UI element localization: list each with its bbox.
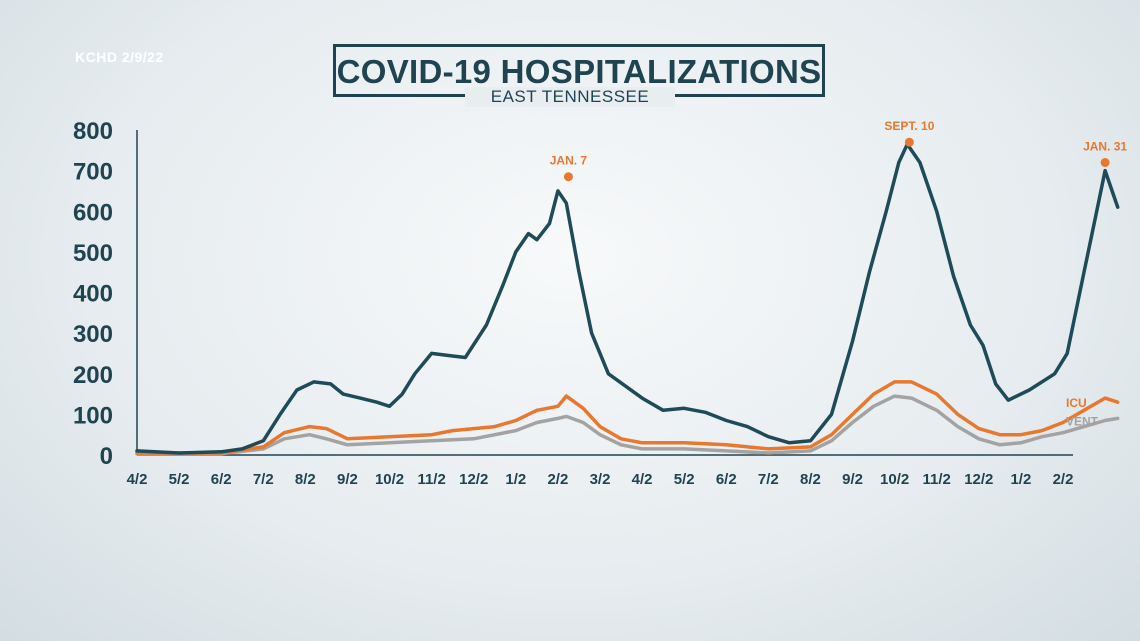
peak-label: JAN. 31 [1083,140,1127,154]
x-tick-label: 10/2 [375,471,404,488]
series-line-icu [135,380,1120,455]
x-tick-label: 8/2 [800,471,821,488]
x-tick-label: 4/2 [127,471,148,488]
y-tick-label: 700 [73,159,113,186]
x-tick-label: 12/2 [964,471,993,488]
y-tick-label: 800 [73,118,113,145]
y-tick-label: 200 [73,362,113,389]
series-label: VENT [1066,414,1099,428]
x-tick-label: 11/2 [417,471,445,488]
y-tick-label: 300 [73,321,113,348]
series-line-vent [135,394,1120,456]
x-tick-label: 12/2 [459,471,488,488]
x-tick-label: 2/2 [547,471,568,488]
x-tick-label: 9/2 [337,471,358,488]
x-tick-label: 1/2 [1010,471,1031,488]
x-tick-label: 5/2 [674,471,695,488]
x-tick-label: 7/2 [253,471,274,488]
peak-label: SEPT. 10 [884,119,934,133]
chart-axes: 0 100 200 300 400 500 600 700 800 4/2 5/2 6/2 7/2 8/2… [73,118,1073,488]
x-tick-label: 2/2 [1053,471,1074,488]
y-tick-label: 500 [73,240,113,267]
y-tick-label: 600 [73,199,113,226]
x-tick-label: 8/2 [295,471,316,488]
x-tick-label: 4/2 [632,471,653,488]
chart-title: COVID-19 HOSPITALIZATIONS [336,53,822,90]
y-tick-label: 0 [100,443,113,470]
x-tick-label: 1/2 [505,471,526,488]
series-label: ICU [1066,396,1087,410]
peak-marker [904,137,914,147]
x-tick-label: 6/2 [716,471,737,488]
x-tick-label: 5/2 [169,471,190,488]
chart-subtitle: EAST TENNESSEE [465,87,675,107]
chart-lines [135,142,1120,456]
peak-label: JAN. 7 [550,154,588,168]
series-line-hospitalized [135,142,1120,455]
chart-annotations: JAN. 7 SEPT. 10 JAN. 31 ICU VENT [550,119,1128,428]
source-label: KCHD 2/9/22 [75,49,164,65]
x-tick-label: 9/2 [842,471,863,488]
x-tick-label: 10/2 [880,471,909,488]
x-tick-label: 11/2 [923,471,951,488]
x-tick-label: 7/2 [758,471,779,488]
x-tick-label: 3/2 [590,471,611,488]
y-tick-label: 400 [73,281,113,308]
x-tick-label: 6/2 [211,471,232,488]
y-tick-label: 100 [73,402,113,429]
peak-marker [1100,158,1110,167]
peak-marker [563,172,573,182]
